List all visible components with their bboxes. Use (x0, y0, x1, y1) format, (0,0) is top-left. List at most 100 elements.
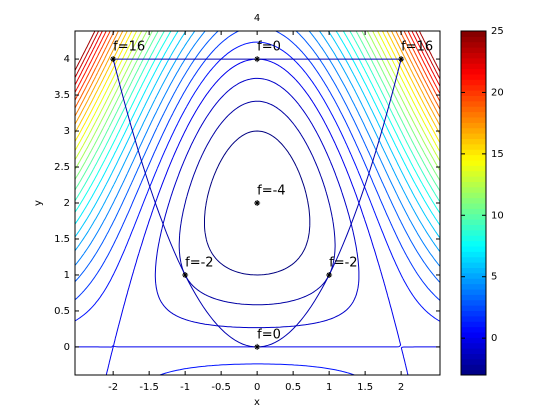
point-marker (182, 271, 189, 278)
colorbar-stripe (461, 74, 486, 80)
colorbar-stripe (461, 235, 486, 242)
point-label: f=16 (401, 40, 433, 55)
colorbar-stripe (461, 337, 486, 344)
point-label: f=16 (113, 40, 145, 55)
y-tick-label: 1 (64, 270, 70, 281)
chart-title: 4 (254, 13, 260, 24)
colorbar-stripe (461, 31, 486, 37)
point-label: f=-4 (257, 184, 285, 199)
colorbar-stripe (461, 342, 486, 349)
colorbar-tick-label: 20 (491, 87, 504, 98)
colorbar-stripe (461, 111, 486, 118)
contour-line (74, 30, 441, 301)
contour-line (178, 100, 336, 306)
colorbar-tick-label: 25 (491, 26, 504, 37)
colorbar-stripe (461, 122, 486, 129)
colorbar-stripe (461, 79, 486, 86)
colorbar-stripe (461, 36, 486, 43)
colorbar-stripe (461, 63, 486, 70)
point-label: f=0 (257, 327, 281, 342)
colorbar-stripe (461, 272, 486, 279)
x-tick-label: 0.5 (285, 382, 301, 393)
colorbar-stripe (461, 224, 486, 231)
colorbar-stripe (461, 41, 486, 48)
y-tick-label: 4 (64, 54, 70, 65)
colorbar-stripe (461, 57, 486, 64)
colorbar-stripe (461, 219, 486, 225)
x-tick-label: 1 (326, 382, 332, 393)
colorbar-frame (460, 30, 487, 376)
y-axis-label: y (33, 200, 44, 206)
y-tick-label: 3 (64, 126, 70, 137)
colorbar-tick-label: 10 (491, 210, 504, 221)
x-tick-label: 2 (398, 382, 404, 393)
colorbar-stripe (461, 283, 486, 290)
x-tick-label: -2 (108, 382, 118, 393)
x-tick-label: -1 (180, 382, 190, 393)
y-tick-label: 0.5 (54, 306, 70, 317)
contour-line (74, 30, 441, 283)
colorbar-stripe (461, 197, 486, 204)
colorbar-stripe (461, 353, 486, 360)
colorbar-stripe (461, 251, 486, 258)
colorbar-stripe (461, 165, 486, 172)
colorbar-stripe (461, 358, 486, 365)
colorbar-stripe (461, 47, 486, 53)
point-marker (326, 271, 333, 278)
colorbar-stripe (461, 289, 486, 295)
colorbar-stripe (461, 181, 486, 188)
point-marker (254, 343, 261, 350)
colorbar-stripe (461, 90, 486, 96)
colorbar-stripe (461, 348, 486, 354)
x-tick-label: -0.5 (211, 382, 231, 393)
colorbar-stripe (461, 256, 486, 263)
colorbar-stripe (461, 149, 486, 156)
y-tick-label: 3.5 (54, 90, 70, 101)
point-label: f=-2 (185, 255, 213, 270)
point-marker (254, 56, 261, 63)
colorbar-stripe (461, 84, 486, 91)
colorbar-stripe (461, 369, 486, 376)
colorbar-stripe (461, 262, 486, 268)
colorbar-stripe (461, 305, 486, 311)
colorbar-stripe (461, 364, 486, 371)
contour-line (204, 130, 311, 276)
colorbar-stripe (461, 95, 486, 102)
y-tick-label: 1.5 (54, 234, 70, 245)
x-axis-label: x (254, 397, 260, 408)
colorbar-stripe (461, 213, 486, 220)
colorbar-stripe (461, 315, 486, 322)
colorbar-stripe (461, 176, 486, 182)
point-label: f=0 (257, 40, 281, 55)
colorbar-stripe (461, 100, 486, 107)
colorbar-stripe (461, 240, 486, 247)
colorbar-stripe (461, 310, 486, 317)
y-tick-label: 2 (64, 198, 70, 209)
colorbar-stripe (461, 321, 486, 328)
colorbar-stripe (461, 52, 486, 59)
x-tick-label: -1.5 (139, 382, 159, 393)
point-marker (398, 56, 405, 63)
colorbar-tick-label: 5 (491, 272, 497, 283)
colorbar-stripe (461, 203, 486, 209)
colorbar-stripe (461, 208, 486, 215)
colorbar-stripe (461, 106, 486, 113)
colorbar-stripe (461, 192, 486, 199)
colorbar-stripe (461, 186, 486, 193)
colorbar-stripe (461, 332, 486, 338)
colorbar-stripe (461, 127, 486, 134)
colorbar-stripe (461, 326, 486, 333)
x-tick-label: 1.5 (357, 382, 373, 393)
colorbar-stripe (461, 246, 486, 252)
colorbar-stripe (461, 117, 486, 123)
x-tick-label: 0 (254, 382, 260, 393)
colorbar-tick-label: 15 (491, 149, 504, 160)
contour-line (154, 77, 360, 329)
y-tick-label: 2.5 (54, 162, 70, 173)
colorbar-stripe (461, 154, 486, 161)
colorbar-stripe (461, 267, 486, 274)
colorbar-stripe (461, 294, 486, 301)
point-label: f=-2 (329, 255, 357, 270)
colorbar-stripe (461, 160, 486, 166)
